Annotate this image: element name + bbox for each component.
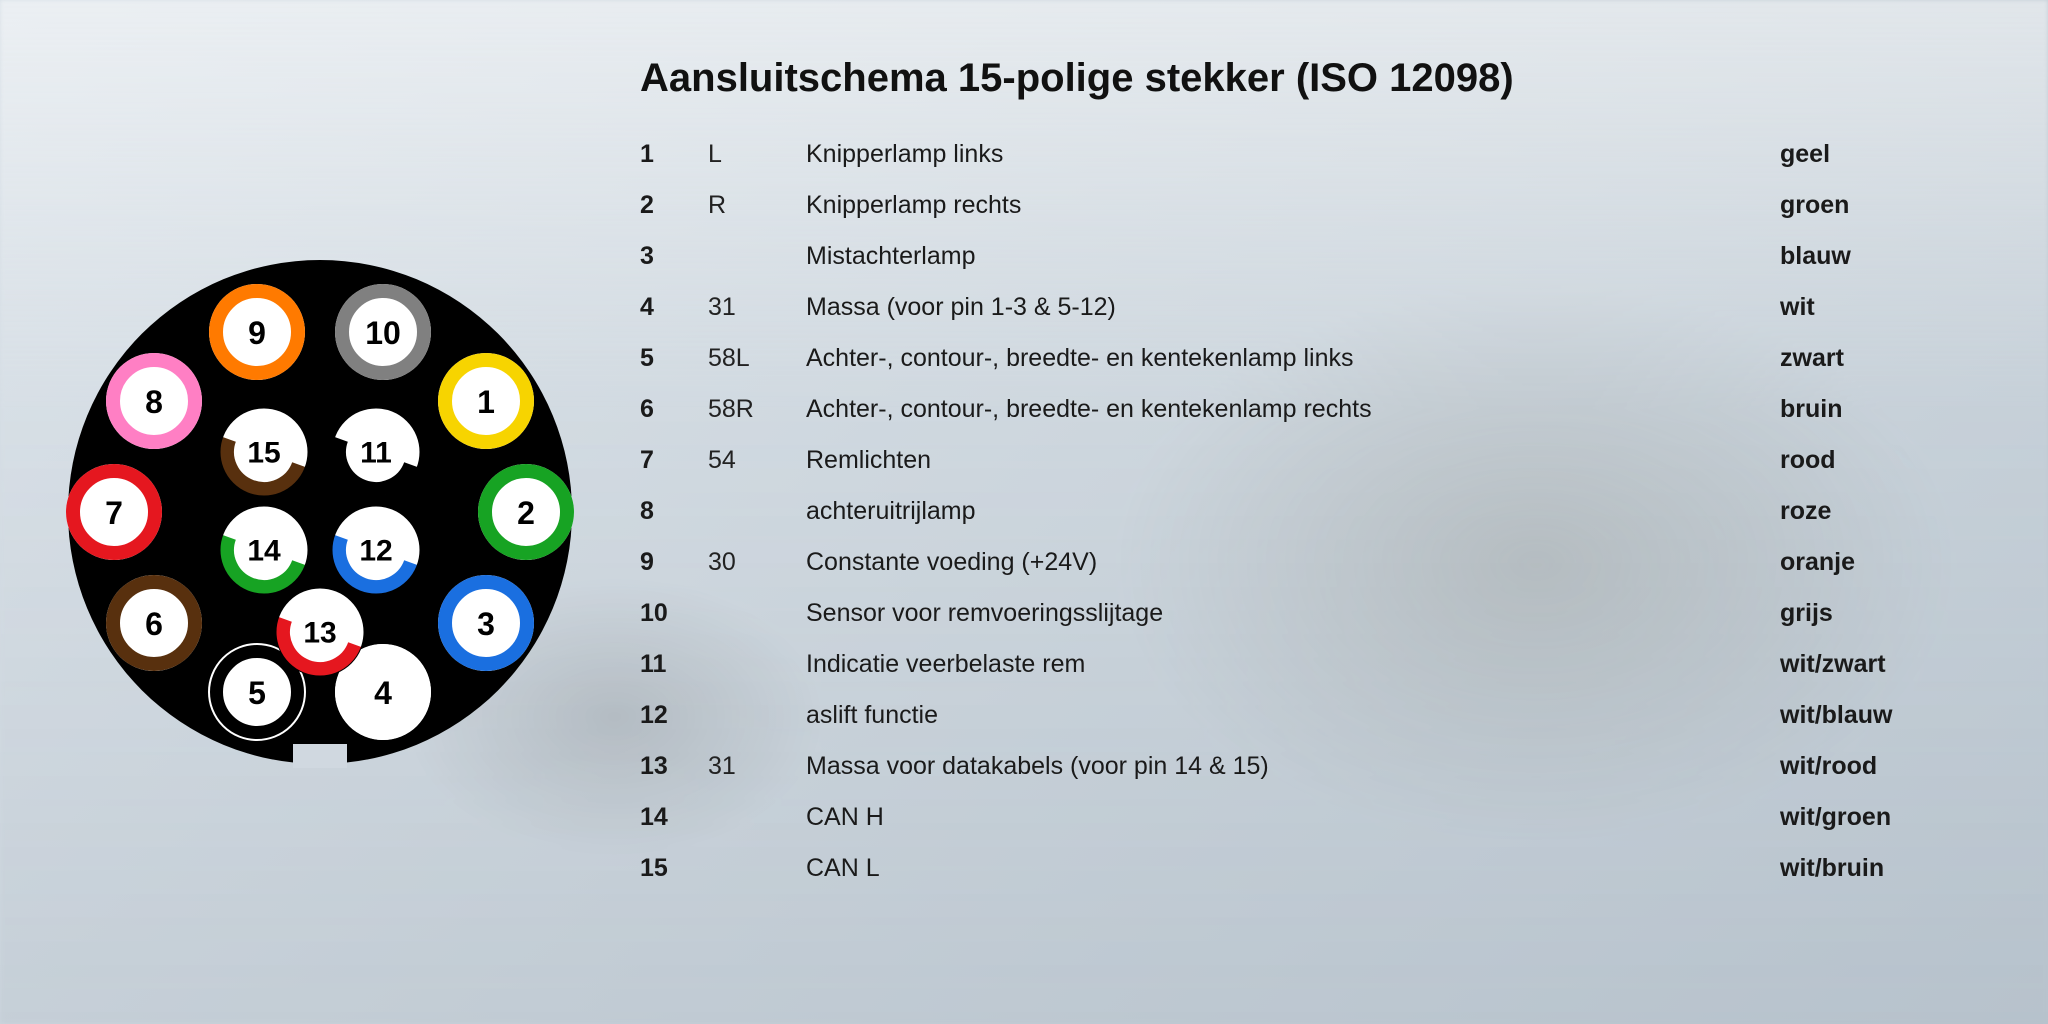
pin-number: 2: [640, 180, 708, 231]
pin-color: zwart: [1780, 333, 1968, 384]
pin-code: [708, 792, 806, 843]
pin-color: wit/bruin: [1780, 843, 1968, 894]
svg-text:5: 5: [248, 675, 266, 711]
pin-table-body: 1LKnipperlamp linksgeel2RKnipperlamp rec…: [640, 129, 1968, 894]
table-row: 10 Sensor voor remvoeringsslijtagegrijs: [640, 588, 1968, 639]
connector-diagram: 123456789101112131415: [60, 192, 580, 832]
connector-diagram-wrap: 123456789101112131415: [0, 0, 640, 1024]
pin-number: 5: [640, 333, 708, 384]
svg-text:13: 13: [303, 617, 336, 650]
table-row: 8 achteruitrijlamproze: [640, 486, 1968, 537]
pin-code: 30: [708, 537, 806, 588]
pin-table: 1LKnipperlamp linksgeel2RKnipperlamp rec…: [640, 129, 1968, 894]
pin-color: wit: [1780, 282, 1968, 333]
pin-color: groen: [1780, 180, 1968, 231]
pin-color: geel: [1780, 129, 1968, 180]
svg-text:2: 2: [517, 495, 535, 531]
pin-description: Indicatie veerbelaste rem: [806, 639, 1780, 690]
table-row: 14 CAN Hwit/groen: [640, 792, 1968, 843]
pin-code: 58L: [708, 333, 806, 384]
pin-color: bruin: [1780, 384, 1968, 435]
table-row: 754Remlichtenrood: [640, 435, 1968, 486]
pin-color: wit/groen: [1780, 792, 1968, 843]
pin-number: 6: [640, 384, 708, 435]
pin-description: Mistachterlamp: [806, 231, 1780, 282]
pin-description: Achter-, contour-, breedte- en kentekenl…: [806, 384, 1780, 435]
pin-number: 10: [640, 588, 708, 639]
table-row: 558LAchter-, contour-, breedte- en kente…: [640, 333, 1968, 384]
pin-number: 1: [640, 129, 708, 180]
table-row: 2RKnipperlamp rechtsgroen: [640, 180, 1968, 231]
pin-description: Remlichten: [806, 435, 1780, 486]
svg-text:1: 1: [477, 384, 495, 420]
pin-code: [708, 486, 806, 537]
pin-code: 58R: [708, 384, 806, 435]
svg-text:4: 4: [374, 675, 392, 711]
pin-number: 3: [640, 231, 708, 282]
pin-code: R: [708, 180, 806, 231]
svg-text:8: 8: [145, 384, 163, 420]
pin-number: 7: [640, 435, 708, 486]
table-row: 1LKnipperlamp linksgeel: [640, 129, 1968, 180]
layout-container: 123456789101112131415 Aansluitschema 15-…: [0, 0, 2048, 1024]
pin-code: 31: [708, 741, 806, 792]
pin-description: Achter-, contour-, breedte- en kentekenl…: [806, 333, 1780, 384]
table-row: 930Constante voeding (+24V)oranje: [640, 537, 1968, 588]
table-row: 1331Massa voor datakabels (voor pin 14 &…: [640, 741, 1968, 792]
pin-description: Massa (voor pin 1-3 & 5-12): [806, 282, 1780, 333]
pin-description: Knipperlamp rechts: [806, 180, 1780, 231]
page-title: Aansluitschema 15-polige stekker (ISO 12…: [640, 56, 1968, 101]
pin-color: oranje: [1780, 537, 1968, 588]
svg-text:6: 6: [145, 606, 163, 642]
svg-text:10: 10: [365, 315, 401, 351]
pin-number: 12: [640, 690, 708, 741]
svg-text:14: 14: [247, 535, 281, 568]
pin-code: L: [708, 129, 806, 180]
pin-code: [708, 639, 806, 690]
pin-color: wit/blauw: [1780, 690, 1968, 741]
pin-number: 8: [640, 486, 708, 537]
pin-color: wit/rood: [1780, 741, 1968, 792]
table-row: 12 aslift functiewit/blauw: [640, 690, 1968, 741]
pin-description: Constante voeding (+24V): [806, 537, 1780, 588]
pin-description: aslift functie: [806, 690, 1780, 741]
pin-code: [708, 588, 806, 639]
pin-description: achteruitrijlamp: [806, 486, 1780, 537]
legend-wrap: Aansluitschema 15-polige stekker (ISO 12…: [640, 0, 2048, 894]
pin-color: rood: [1780, 435, 1968, 486]
pin-code: [708, 843, 806, 894]
pin-number: 13: [640, 741, 708, 792]
pin-description: Sensor voor remvoeringsslijtage: [806, 588, 1780, 639]
table-row: 431Massa (voor pin 1-3 & 5-12)wit: [640, 282, 1968, 333]
svg-text:7: 7: [105, 495, 123, 531]
pin-color: roze: [1780, 486, 1968, 537]
svg-text:12: 12: [359, 535, 392, 568]
pin-code: 31: [708, 282, 806, 333]
pin-color: wit/zwart: [1780, 639, 1968, 690]
pin-code: [708, 231, 806, 282]
pin-description: CAN L: [806, 843, 1780, 894]
pin-number: 4: [640, 282, 708, 333]
table-row: 658RAchter-, contour-, breedte- en kente…: [640, 384, 1968, 435]
pin-number: 9: [640, 537, 708, 588]
pin-color: grijs: [1780, 588, 1968, 639]
pin-number: 15: [640, 843, 708, 894]
table-row: 15 CAN Lwit/bruin: [640, 843, 1968, 894]
pin-code: 54: [708, 435, 806, 486]
table-row: 3 Mistachterlampblauw: [640, 231, 1968, 282]
pin-description: Massa voor datakabels (voor pin 14 & 15): [806, 741, 1780, 792]
table-row: 11 Indicatie veerbelaste remwit/zwart: [640, 639, 1968, 690]
svg-text:9: 9: [248, 315, 266, 351]
pin-color: blauw: [1780, 231, 1968, 282]
svg-text:11: 11: [360, 437, 392, 470]
pin-number: 11: [640, 639, 708, 690]
svg-text:15: 15: [247, 437, 280, 470]
pin-description: CAN H: [806, 792, 1780, 843]
svg-text:3: 3: [477, 606, 495, 642]
pin-description: Knipperlamp links: [806, 129, 1780, 180]
pin-number: 14: [640, 792, 708, 843]
pin-code: [708, 690, 806, 741]
